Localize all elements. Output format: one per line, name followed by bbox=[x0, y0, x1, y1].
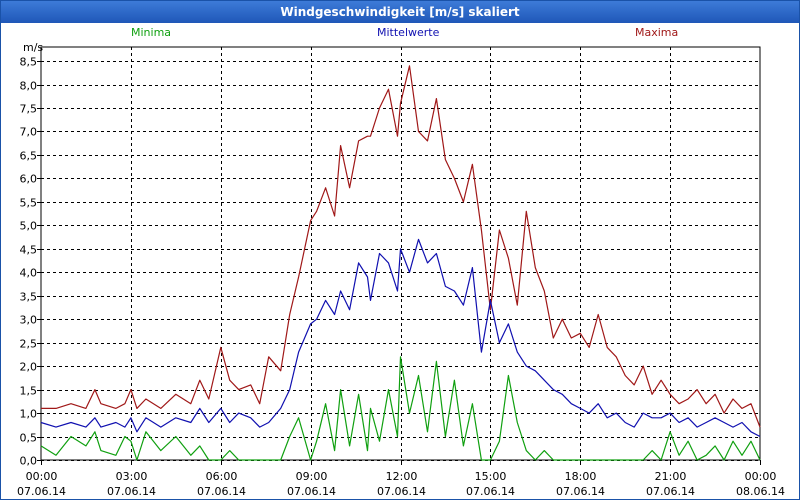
x-tick-date: 07.06.14 bbox=[17, 485, 66, 498]
x-tick-time: 21:00 bbox=[655, 470, 687, 483]
x-tick-time: 03:00 bbox=[116, 470, 148, 483]
axis-layer: 0,0 0,5 1,0 1,5 2,0 2,5 3,0 3,5 4,0 4,5 5,0 5,5 6,0 6… bbox=[17, 41, 785, 498]
x-tick-date: 08.06.14 bbox=[736, 485, 785, 498]
y-tick-label: 4,5 bbox=[20, 244, 38, 257]
y-tick-label: 1,0 bbox=[20, 408, 38, 421]
y-axis-label: m/s bbox=[23, 41, 43, 54]
legend-maxima: Maxima bbox=[635, 26, 679, 39]
y-tick-label: 8,5 bbox=[20, 56, 38, 69]
window-title: Windgeschwindigkeit [m/s] skaliert bbox=[1, 1, 799, 23]
y-tick-label: 0,5 bbox=[20, 432, 38, 445]
x-tick-time: 00:00 bbox=[745, 470, 777, 483]
grid-layer bbox=[41, 47, 760, 461]
y-tick-label: 5,0 bbox=[20, 220, 38, 233]
y-tick-label: 6,5 bbox=[20, 150, 38, 163]
series-layer bbox=[40, 65, 761, 461]
series-line-maxima bbox=[41, 65, 761, 428]
y-tick-label: 0,0 bbox=[20, 455, 38, 468]
x-tick-date: 07.06.14 bbox=[556, 485, 605, 498]
series-line-mittelwerte bbox=[40, 238, 761, 438]
x-tick-time: 15:00 bbox=[475, 470, 507, 483]
x-tick-time: 09:00 bbox=[296, 470, 328, 483]
x-tick-date: 07.06.14 bbox=[377, 485, 426, 498]
x-tick-date: 07.06.14 bbox=[466, 485, 515, 498]
plot-frame bbox=[40, 46, 761, 461]
x-tick-time: 12:00 bbox=[386, 470, 418, 483]
y-tick-label: 6,0 bbox=[20, 173, 38, 186]
y-tick-label: 4,0 bbox=[20, 267, 38, 280]
y-tick-label: 3,0 bbox=[20, 314, 38, 327]
x-tick-date: 07.06.14 bbox=[197, 485, 246, 498]
legend-mittelwerte: Mittelwerte bbox=[377, 26, 440, 39]
y-tick-label: 1,5 bbox=[20, 385, 38, 398]
y-tick-label: 5,5 bbox=[20, 197, 38, 210]
y-tick-label: 8,0 bbox=[20, 80, 38, 93]
y-tick-label: 2,0 bbox=[20, 361, 38, 374]
y-tick-label: 7,0 bbox=[20, 126, 38, 139]
legend-minima: Minima bbox=[131, 26, 172, 39]
series-line-minima bbox=[40, 356, 761, 461]
x-tick-time: 18:00 bbox=[565, 470, 597, 483]
y-tick-label: 2,5 bbox=[20, 338, 38, 351]
x-tick-date: 07.06.14 bbox=[107, 485, 156, 498]
x-tick-time: 00:00 bbox=[26, 470, 58, 483]
x-tick-time: 06:00 bbox=[206, 470, 238, 483]
y-tick-label: 3,5 bbox=[20, 291, 38, 304]
x-tick-date: 07.06.14 bbox=[287, 485, 336, 498]
x-tick-date: 07.06.14 bbox=[646, 485, 695, 498]
y-tick-label: 7,5 bbox=[20, 103, 38, 116]
